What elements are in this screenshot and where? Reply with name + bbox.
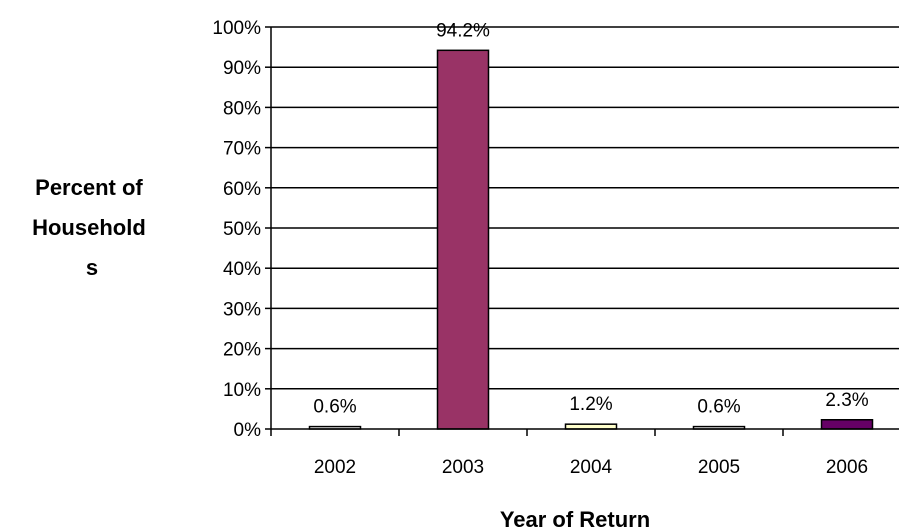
y-axis-title: Percent of Household s [32, 175, 152, 280]
x-tick-label: 2003 [442, 457, 484, 478]
y-axis-title-line-2: Household [32, 215, 146, 240]
x-axis-title: Year of Return [500, 507, 650, 531]
y-tick-label: 20% [223, 340, 261, 361]
y-axis-title-line-1: Percent of [35, 175, 143, 200]
y-tick-label: 90% [223, 58, 261, 79]
y-tick-label: 80% [223, 98, 261, 119]
y-tick-label: 100% [212, 18, 261, 39]
bar-2003 [436, 49, 490, 430]
y-tick-label: 70% [223, 139, 261, 160]
x-tick-label: 2002 [314, 457, 356, 478]
y-tick-label: 40% [223, 259, 261, 280]
y-tick-label: 0% [234, 420, 262, 441]
y-tick-label: 60% [223, 179, 261, 200]
bar-2006 [820, 419, 874, 430]
x-tick-label: 2005 [698, 457, 740, 478]
y-tick-labels: 0% 10% 20% 30% 40% 50% 60% 70% 80% 90% 100% [212, 18, 261, 441]
bars [308, 49, 874, 430]
data-label-2005: 0.6% [697, 397, 740, 418]
x-tick-label: 2004 [570, 457, 613, 478]
y-tick-label: 50% [223, 219, 261, 240]
data-label-2004: 1.2% [569, 394, 612, 415]
data-labels: 0.6% 94.2% 1.2% 0.6% 2.3% [313, 20, 868, 417]
y-axis-title-line-3: s [86, 255, 98, 280]
x-tick-label: 2006 [826, 457, 868, 478]
y-tick-label: 10% [223, 380, 261, 401]
data-label-2006: 2.3% [825, 390, 868, 411]
data-label-2003: 94.2% [436, 20, 490, 41]
data-label-2002: 0.6% [313, 397, 356, 418]
x-tick-labels: 2002 2003 2004 2005 2006 [314, 457, 868, 478]
y-tick-label: 30% [223, 299, 261, 320]
axes [265, 26, 899, 436]
gridlines [271, 26, 899, 390]
